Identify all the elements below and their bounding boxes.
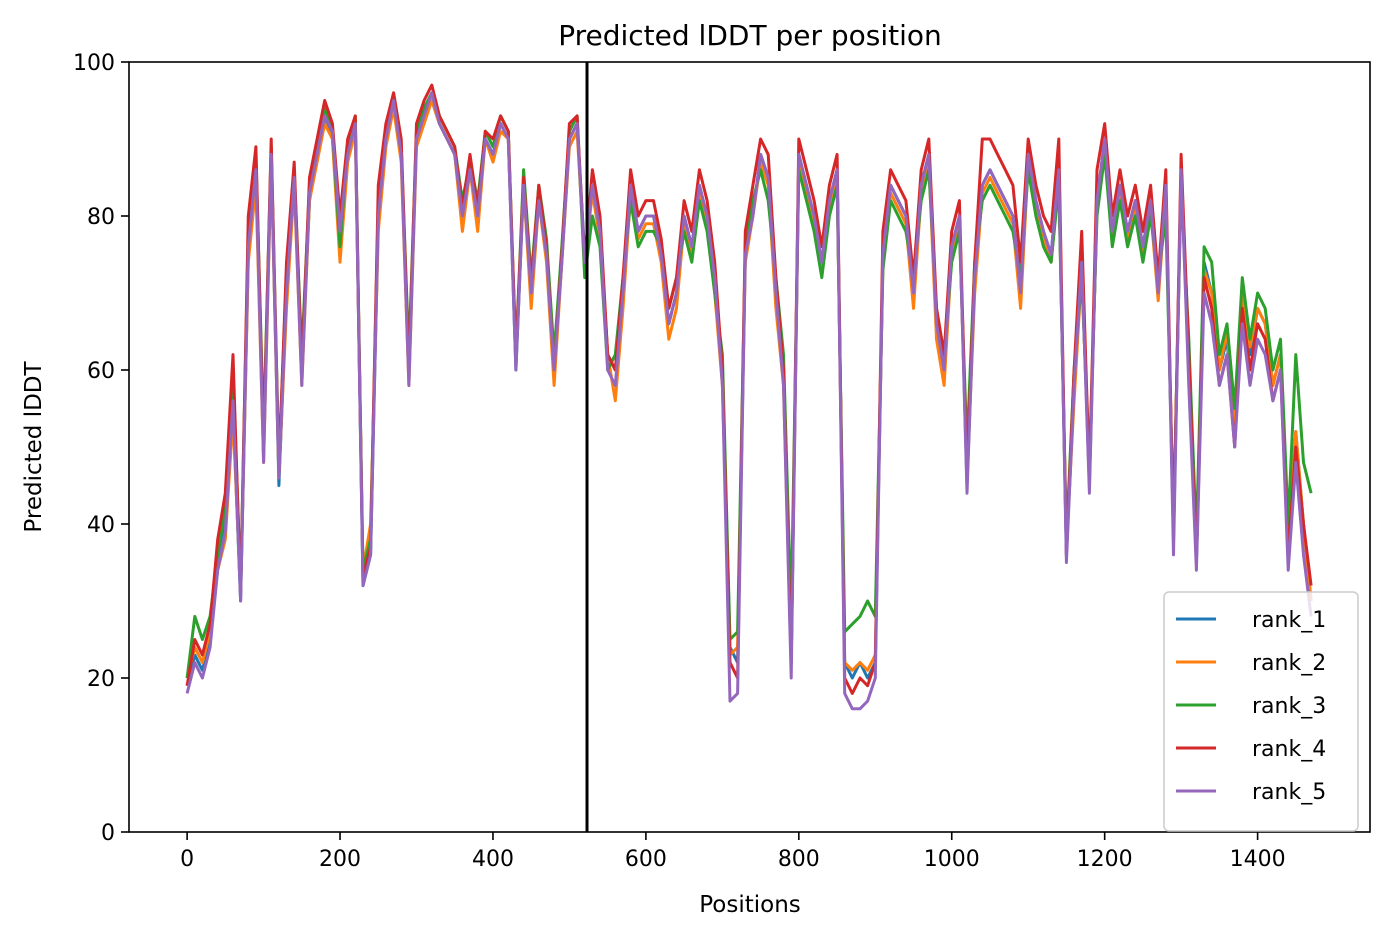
plot-frame bbox=[128, 61, 1371, 833]
x-tick-label: 800 bbox=[778, 847, 820, 872]
x-axis: 0 200 400 600 800 1000 1200 1400 bbox=[180, 832, 1286, 872]
x-tick-label: 200 bbox=[319, 847, 361, 872]
y-tick-label: 20 bbox=[87, 667, 115, 692]
x-tick-label: 1200 bbox=[1077, 847, 1133, 872]
chart-title: Predicted lDDT per position bbox=[558, 19, 942, 52]
x-tick-label: 400 bbox=[472, 847, 514, 872]
y-tick-label: 80 bbox=[87, 205, 115, 230]
x-tick-label: 1400 bbox=[1230, 847, 1286, 872]
y-axis: 0 20 40 60 80 100 bbox=[73, 51, 129, 846]
legend-frame bbox=[1163, 591, 1359, 832]
legend-label-rank_1: rank_1 bbox=[1252, 608, 1326, 633]
y-tick-label: 100 bbox=[73, 51, 115, 76]
series-layer bbox=[185, 83, 1313, 711]
x-axis-label: Positions bbox=[699, 892, 801, 918]
y-axis-label: Predicted lDDT bbox=[21, 360, 47, 532]
x-tick-label: 1000 bbox=[924, 847, 980, 872]
legend-label-rank_4: rank_4 bbox=[1252, 737, 1326, 762]
legend: rank_1 rank_2 rank_3 rank_4 rank_5 bbox=[1163, 591, 1359, 832]
legend-label-rank_2: rank_2 bbox=[1252, 651, 1326, 676]
x-tick-label: 600 bbox=[625, 847, 667, 872]
y-tick-label: 60 bbox=[87, 359, 115, 384]
x-tick-label: 0 bbox=[180, 847, 194, 872]
legend-label-rank_3: rank_3 bbox=[1252, 694, 1326, 719]
y-tick-label: 40 bbox=[87, 513, 115, 538]
y-tick-label: 0 bbox=[101, 821, 115, 846]
legend-label-rank_5: rank_5 bbox=[1252, 780, 1326, 805]
series-line-rank_5 bbox=[185, 91, 1313, 711]
